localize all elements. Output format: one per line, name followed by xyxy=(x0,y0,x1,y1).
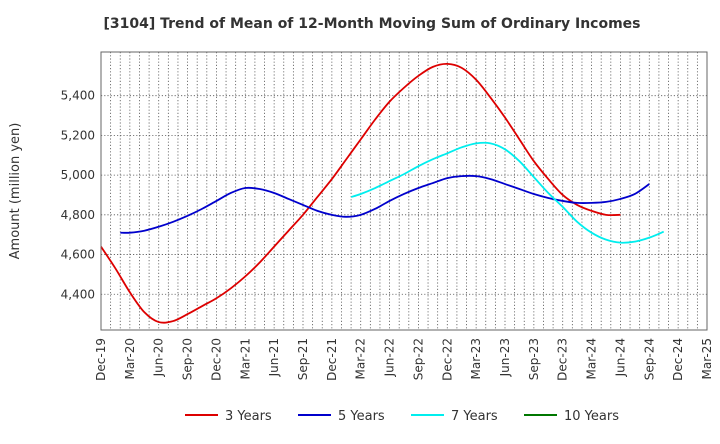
y-tick-label: 5,400 xyxy=(61,89,95,103)
y-tick-labels: 4,400 4,600 4,800 5,000 5,200 5,400 xyxy=(61,89,95,302)
x-tick-label: Sep-23 xyxy=(527,338,541,380)
series-layer xyxy=(100,63,665,324)
y-tick-label: 5,000 xyxy=(61,168,95,182)
y-tick-label: 5,200 xyxy=(61,128,95,142)
legend: 3 Years 5 Years 7 Years 10 Years xyxy=(185,409,619,424)
x-tick-label: Dec-19 xyxy=(94,338,108,381)
x-tick-label: Jun-21 xyxy=(267,338,281,377)
x-tick-label: Dec-23 xyxy=(556,338,570,381)
x-tick-label: Dec-21 xyxy=(325,338,339,381)
x-tick-label: Mar-22 xyxy=(354,338,368,379)
x-tick-label: Dec-24 xyxy=(671,338,685,381)
series-line-7-years xyxy=(350,141,665,244)
x-tick-label: Mar-20 xyxy=(123,338,137,379)
legend-item-5-years-label: 5 Years xyxy=(338,409,385,424)
y-tick-label: 4,400 xyxy=(61,287,95,301)
x-tick-label: Mar-21 xyxy=(238,338,252,379)
x-tick-label: Sep-24 xyxy=(642,338,656,380)
x-tick-label: Sep-21 xyxy=(296,338,310,380)
chart-title: [3104] Trend of Mean of 12-Month Moving … xyxy=(103,16,640,32)
y-axis-title: Amount (million yen) xyxy=(8,123,23,260)
x-tick-label: Jun-20 xyxy=(152,338,166,377)
x-tick-label: Dec-20 xyxy=(209,338,223,381)
grid-layer xyxy=(101,52,707,330)
y-tick-label: 4,800 xyxy=(61,208,95,222)
x-tick-label: Jun-24 xyxy=(613,338,627,377)
plot-frame xyxy=(100,51,708,331)
series-line-3-years xyxy=(100,63,621,324)
x-tick-label: Jun-23 xyxy=(498,338,512,377)
legend-item-10-years-label: 10 Years xyxy=(564,409,619,424)
y-tick-label: 4,600 xyxy=(61,248,95,262)
x-tick-label: Sep-20 xyxy=(181,338,195,380)
x-tick-label: Sep-22 xyxy=(411,338,425,380)
x-tick-label: Mar-24 xyxy=(585,338,599,379)
x-tick-labels: Dec-19 Mar-20 Jun-20 Sep-20 Dec-20 Mar-21 Jun-… xyxy=(94,338,714,381)
x-tick-label: Mar-23 xyxy=(469,338,483,379)
x-tick-label: Jun-22 xyxy=(383,338,397,377)
series-line-5-years xyxy=(120,174,650,234)
legend-item-3-years-label: 3 Years xyxy=(225,409,272,424)
x-tick-label: Dec-22 xyxy=(440,338,454,381)
x-tick-label: Mar-25 xyxy=(700,338,714,379)
legend-item-7-years-label: 7 Years xyxy=(451,409,498,424)
